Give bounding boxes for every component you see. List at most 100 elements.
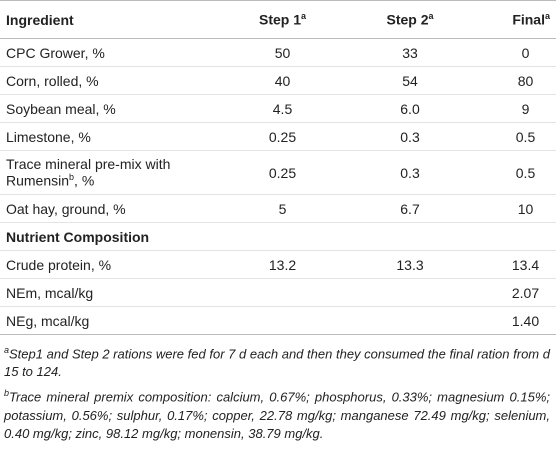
footnote: aStep1 and Step 2 rations were fed for 7… xyxy=(4,341,550,381)
superscript: a xyxy=(544,11,550,22)
cell-value: 0.3 xyxy=(400,128,420,145)
value-cell: 9 xyxy=(475,95,556,123)
header-text: Step 1 xyxy=(258,11,301,28)
row-label: Trace mineral pre-mix with Rumensinb, % xyxy=(0,151,220,195)
label-text: NEg, mcal/kg xyxy=(6,312,90,329)
value-cell: 0.3 xyxy=(345,123,475,151)
value-cell: 4.5 xyxy=(220,95,345,123)
cell-value: 0.25 xyxy=(268,128,297,145)
header-cell: Step 2a xyxy=(345,1,475,39)
value-cell: 6.7 xyxy=(345,195,475,223)
value-cell: 0.5 xyxy=(475,123,556,151)
header-cell: Finala xyxy=(475,1,556,39)
value-cell: 2.07 xyxy=(475,279,556,307)
value-cell: 0.3 xyxy=(345,151,475,195)
table-row: Limestone, % 0.25 0.3 0.5 xyxy=(0,123,556,151)
row-label: NEm, mcal/kg xyxy=(0,279,220,307)
label-suffix: , % xyxy=(74,172,95,189)
value-cell: 13.2 xyxy=(220,251,345,279)
row-label: Oat hay, ground, % xyxy=(0,195,220,223)
label-text: Limestone, % xyxy=(6,128,91,145)
label-text: Oat hay, ground, % xyxy=(6,200,126,217)
table-row: Oat hay, ground, % 5 6.7 10 xyxy=(0,195,556,223)
cell-value: 33 xyxy=(402,44,418,61)
value-cell xyxy=(345,279,475,307)
label-text: Corn, rolled, % xyxy=(6,72,99,89)
cell-value: 50 xyxy=(274,44,291,61)
superscript: a xyxy=(428,11,434,22)
table-row: Nutrient Composition xyxy=(0,223,556,251)
cell-value: 2.07 xyxy=(511,284,540,301)
cell-value: 54 xyxy=(402,72,418,89)
cell-value: 4.5 xyxy=(272,100,293,117)
table-row: NEg, mcal/kg 1.40 xyxy=(0,307,556,335)
row-label: NEg, mcal/kg xyxy=(0,307,220,335)
header-cell: Step 1a xyxy=(220,1,345,39)
cell-value: 0 xyxy=(521,44,530,61)
cell-value: 80 xyxy=(517,72,534,89)
footnote-mark: a xyxy=(4,345,10,355)
value-cell: 0.25 xyxy=(220,151,345,195)
value-cell: 54 xyxy=(345,67,475,95)
cell-value: 0.25 xyxy=(268,164,297,181)
cell-value: 13.3 xyxy=(396,256,424,273)
label-text: Trace mineral pre-mix with Rumensin xyxy=(6,156,171,189)
row-label: Limestone, % xyxy=(0,123,220,151)
cell-value: 6.0 xyxy=(400,100,420,117)
section-heading: Nutrient Composition xyxy=(6,228,150,245)
cell-value: 9 xyxy=(521,100,530,117)
value-cell: 0.25 xyxy=(220,123,345,151)
label-text: Soybean meal, % xyxy=(6,100,116,117)
table-row: CPC Grower, % 50 33 0 xyxy=(0,39,556,67)
cell-value: 13.2 xyxy=(268,256,297,273)
table: Ingredient Step 1a Step 2a Finala CPC Growe… xyxy=(0,0,556,335)
cell-value: 40 xyxy=(274,72,291,89)
value-cell: 80 xyxy=(475,67,556,95)
footnote-text: Trace mineral premix composition: calciu… xyxy=(4,389,550,441)
table-row: NEm, mcal/kg 2.07 xyxy=(0,279,556,307)
footnote-text: Step1 and Step 2 rations were fed for 7 … xyxy=(4,346,550,380)
value-cell: 10 xyxy=(475,195,556,223)
table-row: Corn, rolled, % 40 54 80 xyxy=(0,67,556,95)
cell-value: 0.5 xyxy=(515,164,536,181)
value-cell xyxy=(345,307,475,335)
label-text: NEm, mcal/kg xyxy=(6,284,94,301)
value-cell: 5 xyxy=(220,195,345,223)
row-label: Crude protein, % xyxy=(0,251,220,279)
value-cell: 33 xyxy=(345,39,475,67)
value-cell: 40 xyxy=(220,67,345,95)
row-label: Corn, rolled, % xyxy=(0,67,220,95)
value-cell xyxy=(220,307,345,335)
table-row: Soybean meal, % 4.5 6.0 9 xyxy=(0,95,556,123)
footnote-mark: b xyxy=(4,388,10,399)
cell-value: 10 xyxy=(517,200,534,217)
cell-value: 0.3 xyxy=(400,164,420,181)
header-text: Ingredient xyxy=(6,11,74,28)
value-cell xyxy=(220,279,345,307)
superscript: b xyxy=(69,172,75,183)
value-cell: 1.40 xyxy=(475,307,556,335)
value-cell: 13.4 xyxy=(475,251,556,279)
superscript: a xyxy=(301,11,307,22)
header-cell: Ingredient xyxy=(0,1,220,39)
header-text: Final xyxy=(512,11,545,28)
table-row: Trace mineral pre-mix with Rumensinb, % 0… xyxy=(0,151,556,195)
row-label: CPC Grower, % xyxy=(0,39,220,67)
footnotes: aStep1 and Step 2 rations were fed for 7… xyxy=(0,335,556,443)
cell-value: 6.7 xyxy=(400,200,420,217)
header-row: Ingredient Step 1a Step 2a Finala xyxy=(0,0,556,39)
table-body: CPC Grower, % 50 33 0 Corn, rolled, % 40 54 80 S… xyxy=(0,39,556,335)
value-cell: 13.3 xyxy=(345,251,475,279)
cell-value: 1.40 xyxy=(511,312,540,329)
footnote: bTrace mineral premix composition: calci… xyxy=(4,384,550,442)
label-text: CPC Grower, % xyxy=(6,44,105,61)
label-text: Crude protein, % xyxy=(6,256,112,273)
cell-value: 0.5 xyxy=(515,128,536,145)
header-text: Step 2 xyxy=(386,11,429,28)
row-label: Soybean meal, % xyxy=(0,95,220,123)
table-row: Crude protein, % 13.2 13.3 13.4 xyxy=(0,251,556,279)
cell-value: 5 xyxy=(278,200,287,217)
value-cell: 6.0 xyxy=(345,95,475,123)
value-cell: 0 xyxy=(475,39,556,67)
